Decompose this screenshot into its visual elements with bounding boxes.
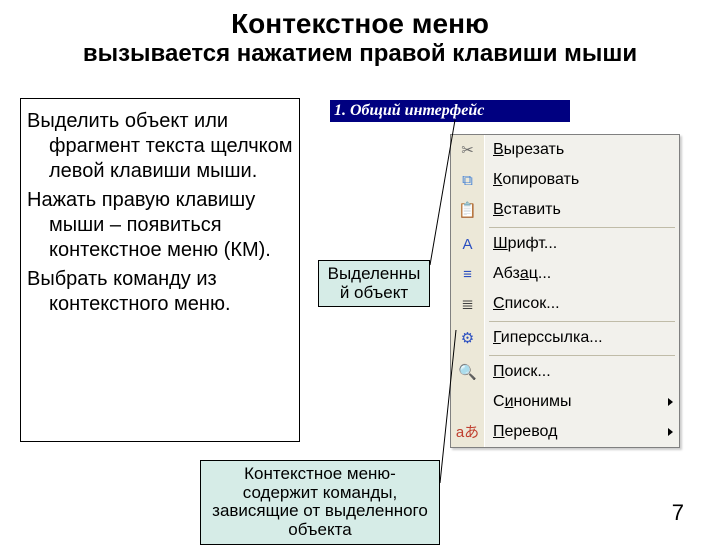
title-line-2: вызывается нажатием правой клавиши мыши xyxy=(0,40,720,68)
menu-item-шрифт[interactable]: AШрифт... xyxy=(451,229,679,259)
menu-item-label: Перевод xyxy=(485,423,679,441)
chevron-right-icon xyxy=(668,398,673,406)
instruction-p3: Выбрать команду из контекстного меню. xyxy=(27,267,293,317)
⚙-icon: ⚙ xyxy=(451,323,485,353)
menu-item-копировать[interactable]: ⧉Копировать xyxy=(451,165,679,195)
menu-item-label: Вставить xyxy=(485,201,679,219)
selected-text-highlight: 1. Общий интерфейс xyxy=(330,100,570,122)
≣-icon: ≣ xyxy=(451,289,485,319)
A-icon: A xyxy=(451,229,485,259)
aあ-icon: aあ xyxy=(451,417,485,447)
menu-item-label: Шрифт... xyxy=(485,235,679,253)
menu-item-label: Поиск... xyxy=(485,363,679,381)
menu-item-label: Вырезать xyxy=(485,141,679,159)
title-line-1: Контекстное меню xyxy=(0,8,720,40)
✂-icon: ✂ xyxy=(451,135,485,165)
callout-selected-object: Выделенны й объект xyxy=(318,260,430,307)
blank-icon xyxy=(451,387,485,417)
menu-item-синонимы[interactable]: Синонимы xyxy=(451,387,679,417)
page-number: 7 xyxy=(672,500,684,526)
⧉-icon: ⧉ xyxy=(451,165,485,195)
menu-item-label: Список... xyxy=(485,295,679,313)
menu-item-поиск[interactable]: 🔍Поиск... xyxy=(451,357,679,387)
menu-item-гиперссылка[interactable]: ⚙Гиперссылка... xyxy=(451,323,679,353)
menu-item-список[interactable]: ≣Список... xyxy=(451,289,679,319)
callout-context-menu-desc: Контекстное меню- содержит команды, зави… xyxy=(200,460,440,545)
instructions-box: Выделить объект или фрагмент текста щелч… xyxy=(20,98,300,442)
instruction-p2: Нажать правую клавишу мыши – появиться к… xyxy=(27,188,293,263)
context-menu: ✂Вырезать⧉Копировать📋ВставитьAШрифт...≡А… xyxy=(450,134,680,448)
🔍-icon: 🔍 xyxy=(451,357,485,387)
chevron-right-icon xyxy=(668,428,673,436)
menu-item-вставить[interactable]: 📋Вставить xyxy=(451,195,679,225)
📋-icon: 📋 xyxy=(451,195,485,225)
menu-item-label: Гиперссылка... xyxy=(485,329,679,347)
menu-item-label: Синонимы xyxy=(485,393,679,411)
slide-title: Контекстное меню вызывается нажатием пра… xyxy=(0,0,720,74)
≡-icon: ≡ xyxy=(451,259,485,289)
menu-item-абзац[interactable]: ≡Абзац... xyxy=(451,259,679,289)
menu-item-label: Копировать xyxy=(485,171,679,189)
instruction-p1: Выделить объект или фрагмент текста щелч… xyxy=(27,109,293,184)
menu-item-label: Абзац... xyxy=(485,265,679,283)
menu-item-перевод[interactable]: aあПеревод xyxy=(451,417,679,447)
menu-item-вырезать[interactable]: ✂Вырезать xyxy=(451,135,679,165)
